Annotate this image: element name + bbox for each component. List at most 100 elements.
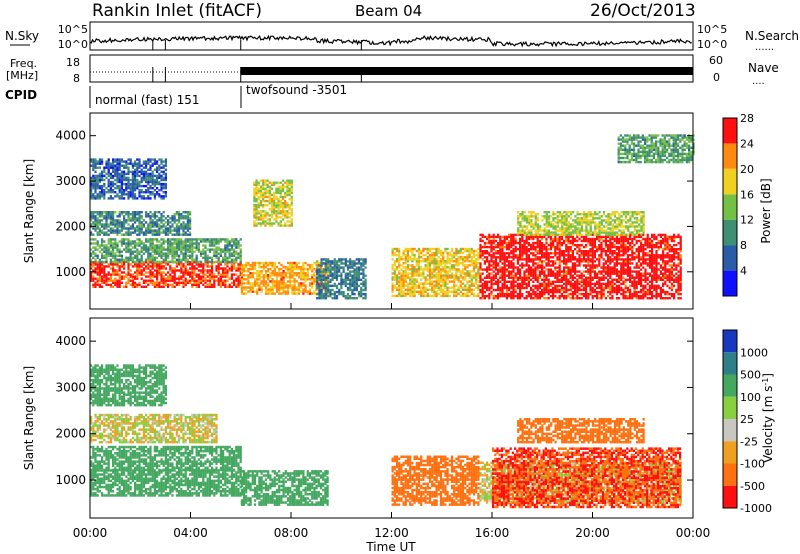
echo-cell <box>279 204 282 207</box>
echo-cell <box>118 176 121 180</box>
echo-cell <box>488 292 491 296</box>
echo-cell <box>211 271 214 274</box>
echo-cell <box>422 286 425 289</box>
echo-cell <box>131 213 134 216</box>
echo-cell <box>129 254 132 257</box>
echo-cell <box>324 294 328 298</box>
echo-cell <box>549 264 552 267</box>
echo-cell <box>505 256 508 259</box>
echo-cell <box>156 178 159 182</box>
echo-cell <box>167 240 170 243</box>
echo-cell <box>481 286 484 290</box>
echo-cell <box>479 268 482 271</box>
echo-cell <box>547 274 550 277</box>
echo-cell <box>324 292 328 296</box>
echo-cell <box>116 193 119 196</box>
echo-cell <box>123 263 126 266</box>
echo-cell <box>477 294 480 298</box>
echo-cell <box>543 235 546 239</box>
echo-cell <box>189 246 192 249</box>
echo-cell <box>140 191 143 194</box>
echo-cell <box>475 262 478 265</box>
echo-cell <box>574 248 577 251</box>
echo-cell <box>411 264 414 267</box>
echo-cell <box>578 258 581 261</box>
echo-cell <box>497 284 500 288</box>
echo-cell <box>442 290 445 293</box>
echo-cell <box>455 278 458 281</box>
echo-cell <box>204 260 207 264</box>
echo-cell <box>269 274 272 277</box>
echo-cell <box>171 219 174 222</box>
echo-cell <box>395 247 399 251</box>
echo-cell <box>284 214 287 217</box>
echo-cell <box>527 248 530 251</box>
echo-cell <box>256 288 259 291</box>
echo-cell <box>162 184 165 188</box>
echo-cell <box>158 260 161 264</box>
echo-cell <box>208 283 211 286</box>
echo-cell <box>457 270 460 273</box>
echo-cell <box>415 249 418 253</box>
echo-cell <box>549 237 552 241</box>
echo-cell <box>433 294 436 298</box>
echo-cell <box>107 225 110 228</box>
echo-cell <box>107 170 110 173</box>
echo-cell <box>290 187 293 190</box>
echo-cell <box>142 172 145 176</box>
echo-cell <box>521 280 524 283</box>
echo-cell <box>134 277 137 280</box>
echo-cell <box>255 204 258 207</box>
echo-cell <box>483 280 486 283</box>
echo-cell <box>129 217 132 220</box>
echo-cell <box>558 254 561 257</box>
echo-cell <box>233 258 236 261</box>
echo-cell <box>131 258 134 261</box>
echo-cell <box>101 162 104 165</box>
echo-cell <box>448 268 451 271</box>
echo-cell <box>131 215 134 218</box>
echo-cell <box>481 233 484 237</box>
echo-cell <box>107 215 110 218</box>
echo-cell <box>464 272 467 275</box>
echo-cell <box>217 283 220 286</box>
echo-cell <box>107 166 110 169</box>
echo-cell <box>444 264 447 267</box>
echo-cell <box>364 278 367 281</box>
echo-cell <box>116 225 119 228</box>
echo-cell <box>109 277 112 280</box>
echo-cell <box>273 191 276 195</box>
echo-cell <box>219 281 222 284</box>
echo-cell <box>527 278 530 281</box>
echo-cell <box>270 204 274 207</box>
echo-cell <box>120 160 123 163</box>
echo-cell <box>501 248 504 251</box>
echo-cell <box>281 187 285 190</box>
echo-cell <box>342 258 345 261</box>
echo-cell <box>228 244 231 247</box>
echo-cell <box>160 281 163 284</box>
echo-cell <box>105 213 108 216</box>
echo-cell <box>442 292 445 296</box>
echo-cell <box>94 176 97 180</box>
echo-cell <box>288 224 291 227</box>
echo-cell <box>258 263 261 267</box>
echo-cell <box>567 245 570 249</box>
echo-cell <box>191 260 194 264</box>
echo-cell <box>215 269 218 272</box>
echo-cell <box>140 242 143 245</box>
echo-cell <box>340 292 343 296</box>
echo-cell <box>255 224 258 227</box>
echo-cell <box>200 260 203 264</box>
echo-cell <box>338 268 341 271</box>
echo-cell <box>259 195 263 199</box>
echo-cell <box>279 189 282 193</box>
echo-cell <box>442 278 445 281</box>
echo-cell <box>256 278 259 281</box>
echo-cell <box>114 219 117 222</box>
echo-cell <box>530 297 533 300</box>
echo-cell <box>288 204 291 207</box>
echo-cell <box>284 212 287 215</box>
echo-cell <box>543 276 546 279</box>
echo-cell <box>134 164 137 167</box>
